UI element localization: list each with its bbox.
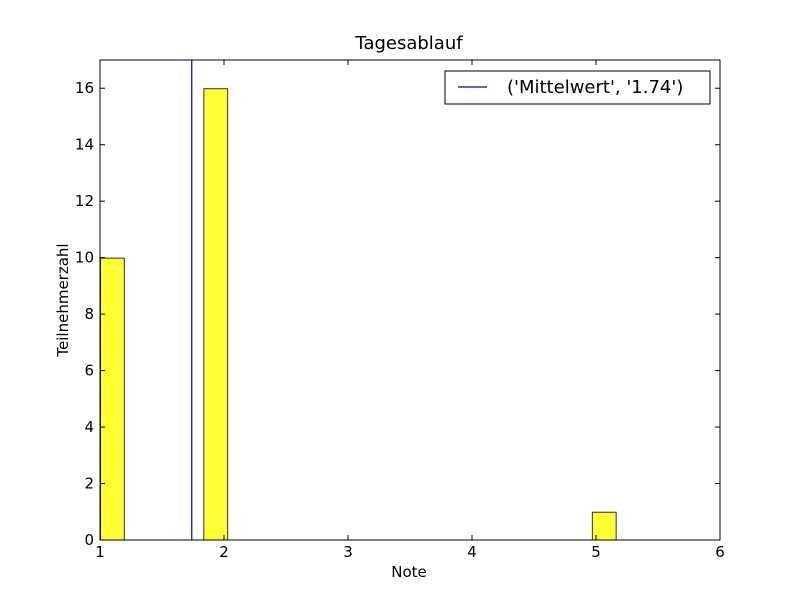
bar-0: [100, 257, 125, 541]
y-tick-label: 10: [75, 249, 94, 267]
plot-frame: [99, 59, 721, 541]
y-tick-label: 8: [84, 305, 94, 323]
legend-box: [444, 70, 711, 105]
y-tick-label: 0: [84, 531, 94, 549]
y-tick-label: 2: [84, 475, 94, 493]
x-tick-label: 2: [219, 543, 229, 561]
y-axis-label: Teilnehmerzahl: [54, 243, 72, 357]
x-tick-label: 5: [591, 543, 601, 561]
x-tick-label: 1: [95, 543, 105, 561]
legend: ('Mittelwert', '1.74'): [444, 70, 711, 105]
y-tick-label: 12: [75, 192, 94, 210]
y-tick-label: 16: [75, 79, 94, 97]
legend-label: ('Mittelwert', '1.74'): [507, 77, 683, 98]
x-tick-label: 6: [715, 543, 725, 561]
y-tick-label: 14: [75, 136, 94, 154]
x-tick-label: 3: [343, 543, 353, 561]
x-tick-label: 4: [467, 543, 477, 561]
y-tick-label: 4: [84, 418, 94, 436]
chart-title: Tagesablauf: [354, 33, 463, 54]
bar-1: [203, 88, 229, 541]
x-axis-label: Note: [391, 563, 427, 581]
bars-layer: [100, 88, 617, 541]
y-tick-label: 6: [84, 362, 94, 380]
